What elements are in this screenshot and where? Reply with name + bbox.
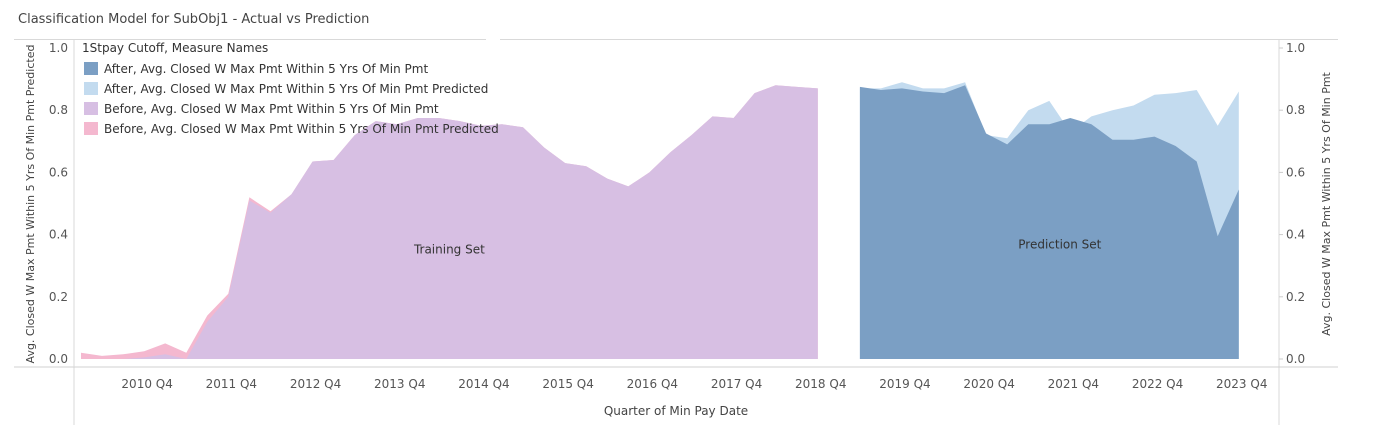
- annotations: Training Set Prediction Set: [413, 238, 1102, 257]
- legend-swatch-2: [84, 102, 98, 115]
- x-tick-5: 2015 Q4: [542, 377, 593, 391]
- x-tick-7: 2017 Q4: [711, 377, 762, 391]
- legend-entries: After, Avg. Closed W Max Pmt Within 5 Yr…: [84, 62, 499, 136]
- y-tick-right-2: 0.4: [1286, 228, 1305, 242]
- y-tick-left-1: 0.2: [49, 290, 68, 304]
- plot-areas: [81, 82, 1239, 360]
- y-tick-right-5: 1.0: [1286, 41, 1305, 55]
- x-tick-8: 2018 Q4: [795, 377, 846, 391]
- x-axis-label: Quarter of Min Pay Date: [604, 404, 748, 418]
- x-tick-1: 2011 Q4: [206, 377, 257, 391]
- title-divider: [14, 39, 1338, 40]
- y-tick-right-1: 0.2: [1286, 290, 1305, 304]
- x-tick-6: 2016 Q4: [627, 377, 678, 391]
- x-tick-4: 2014 Q4: [458, 377, 509, 391]
- legend-swatch-1: [84, 82, 98, 95]
- y-tick-left-3: 0.6: [49, 165, 68, 179]
- x-ticks: 2010 Q4 2011 Q4 2012 Q4 2013 Q4 2014 Q4 2015 …: [121, 377, 1267, 391]
- legend-title: 1Stpay Cutoff, Measure Names: [82, 41, 268, 55]
- x-tick-11: 2021 Q4: [1048, 377, 1099, 391]
- legend-swatch-3: [84, 122, 98, 135]
- legend: 1Stpay Cutoff, Measure Names After, Avg.…: [82, 41, 499, 136]
- area-series-4: [859, 85, 1239, 360]
- y-axis-right-label: Avg. Closed W Max Pmt Within 5 Yrs Of Mi…: [1320, 71, 1333, 335]
- title-divider-gap: [486, 39, 500, 40]
- legend-label-1: After, Avg. Closed W Max Pmt Within 5 Yr…: [104, 82, 488, 96]
- legend-label-2: Before, Avg. Closed W Max Pmt Within 5 Y…: [104, 102, 439, 116]
- chart-title: Classification Model for SubObj1 - Actua…: [18, 12, 370, 27]
- annotation-0: Training Set: [413, 242, 485, 256]
- x-tick-0: 2010 Q4: [121, 377, 172, 391]
- x-tick-12: 2022 Q4: [1132, 377, 1183, 391]
- x-tick-2: 2012 Q4: [290, 377, 341, 391]
- y-tick-left-0: 0.0: [49, 352, 68, 366]
- y-tick-right-4: 0.8: [1286, 103, 1305, 117]
- x-tick-13: 2023 Q4: [1216, 377, 1267, 391]
- x-tick-9: 2019 Q4: [879, 377, 930, 391]
- y-axis-left-label: Avg. Closed W Max Pmt Within 5 Yrs Of Mi…: [24, 45, 37, 364]
- y-tick-left-2: 0.4: [49, 228, 68, 242]
- x-tick-3: 2013 Q4: [374, 377, 425, 391]
- annotation-1: Prediction Set: [1018, 238, 1101, 252]
- y-ticks: 0.0 0.0 0.2 0.2 0.4 0.4 0.6 0.6 0.8 0.8 1.0 1.0: [49, 41, 1305, 366]
- legend-label-3: Before, Avg. Closed W Max Pmt Within 5 Y…: [104, 122, 499, 136]
- legend-swatch-0: [84, 62, 98, 75]
- area-series-2: [81, 85, 818, 360]
- y-tick-left-4: 0.8: [49, 103, 68, 117]
- legend-label-0: After, Avg. Closed W Max Pmt Within 5 Yr…: [104, 62, 428, 76]
- y-tick-left-5: 1.0: [49, 41, 68, 55]
- x-tick-10: 2020 Q4: [963, 377, 1014, 391]
- y-tick-right-0: 0.0: [1286, 352, 1305, 366]
- y-tick-right-3: 0.6: [1286, 165, 1305, 179]
